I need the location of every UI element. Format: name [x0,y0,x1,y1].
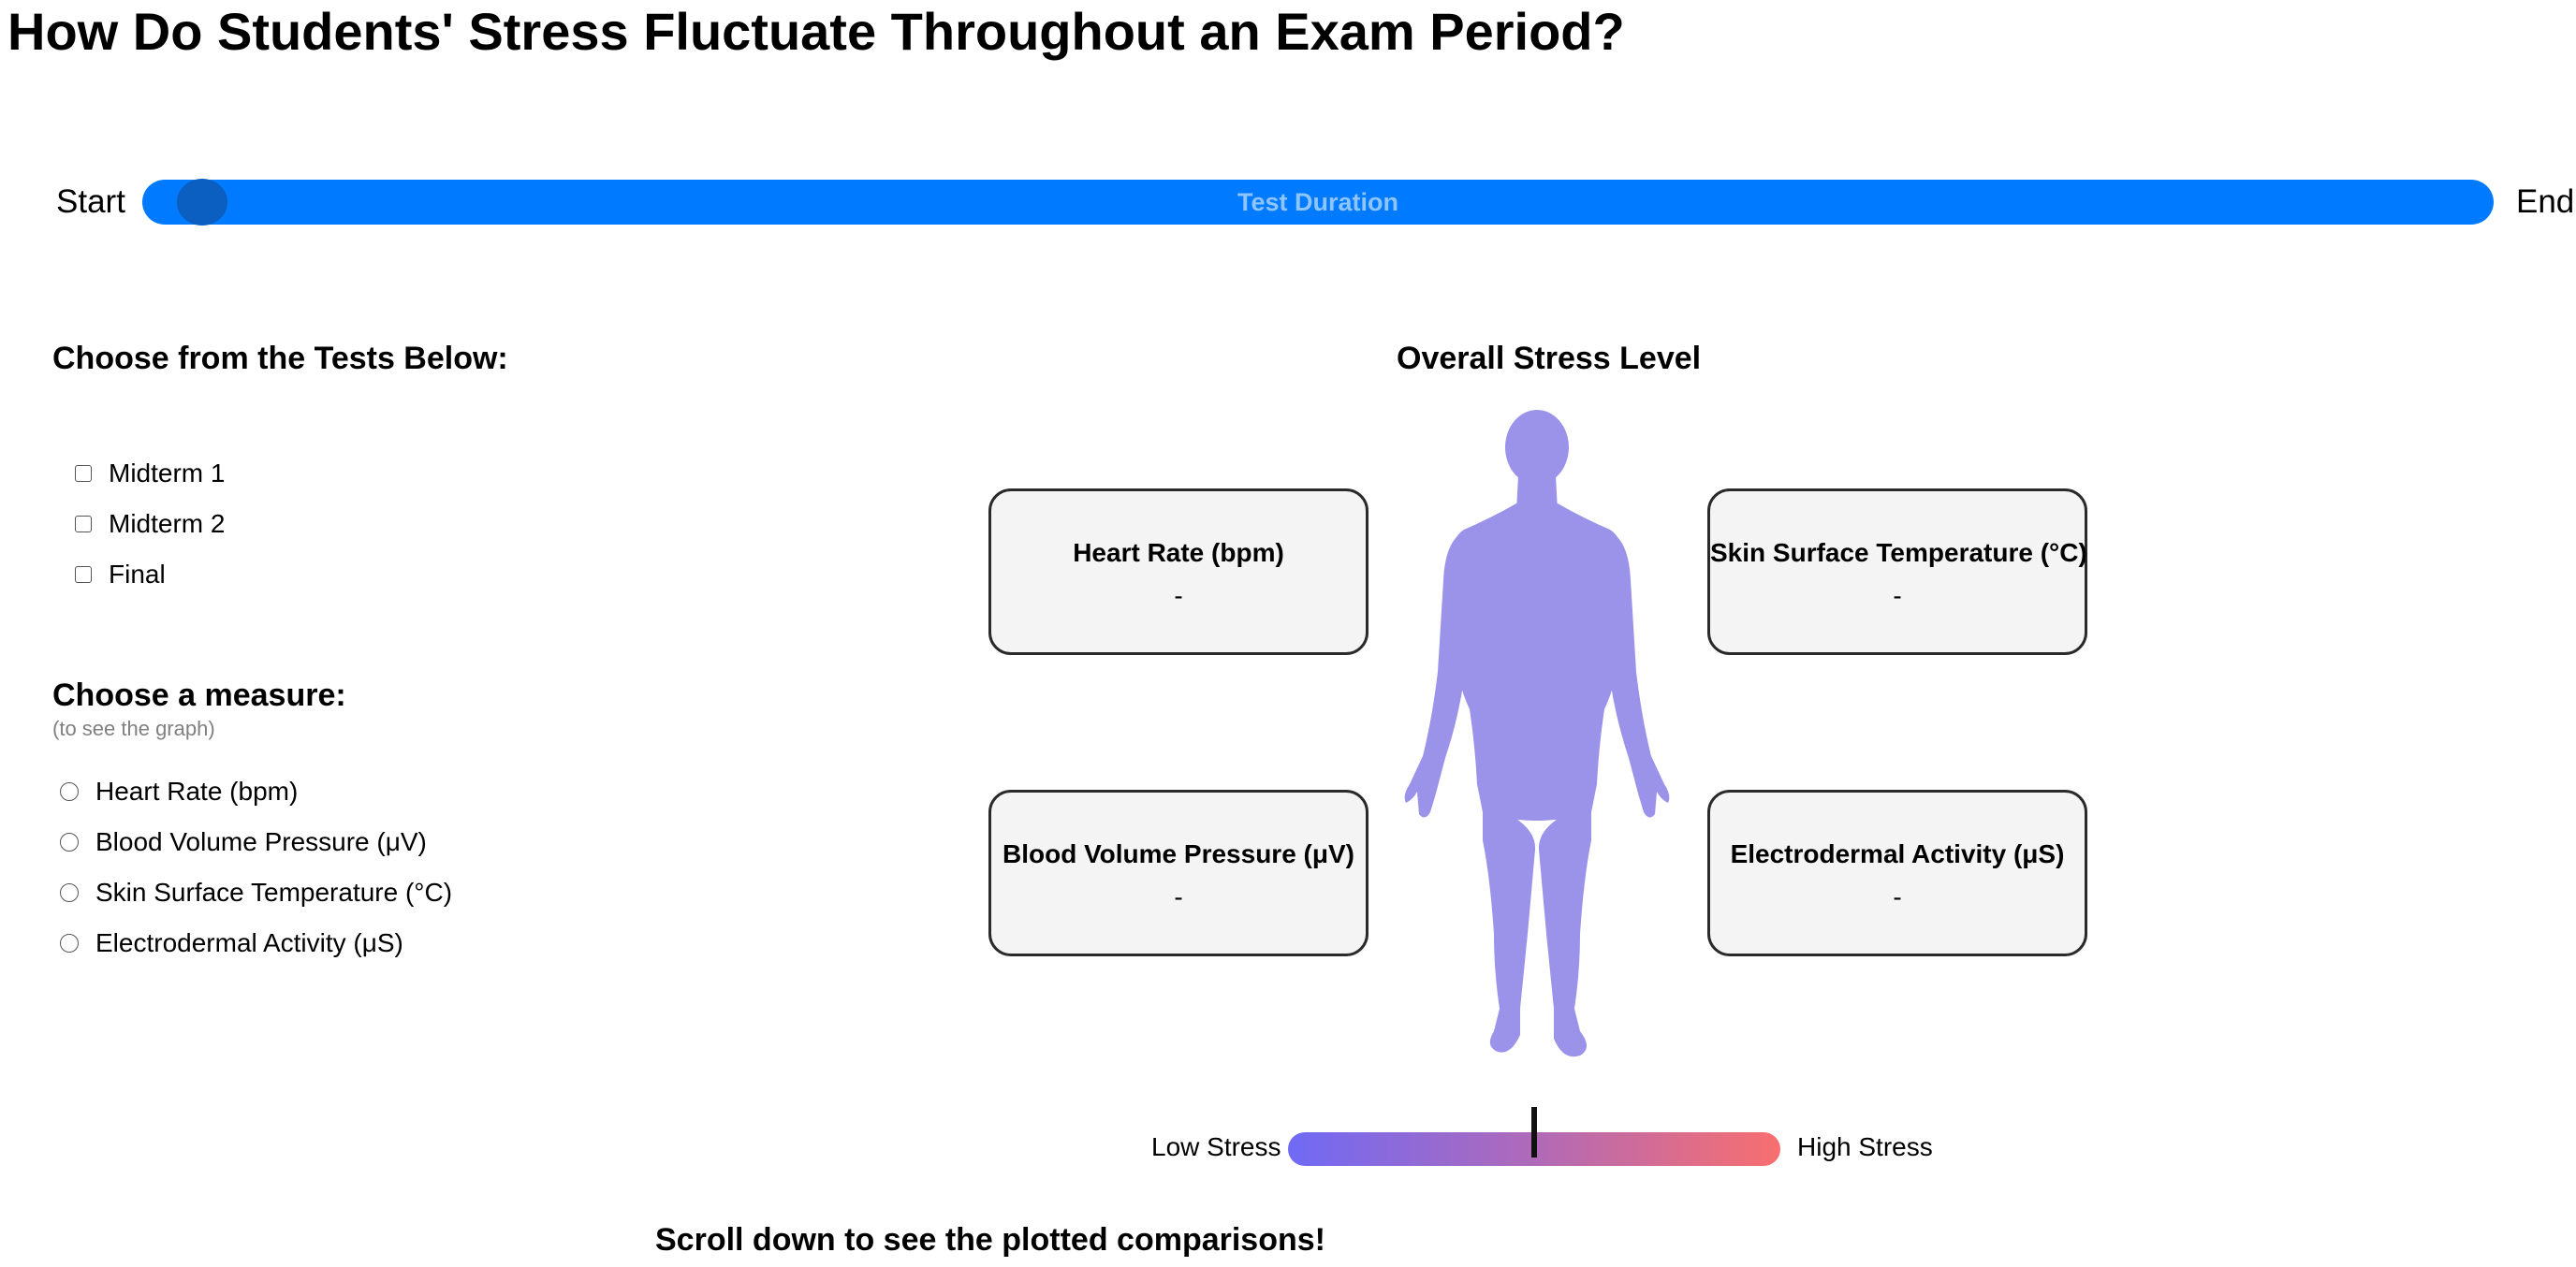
skin-temp-radio[interactable] [60,883,79,902]
midterm-1-checkbox[interactable] [75,465,92,482]
stress-level-marker [1531,1107,1537,1158]
measure-option-bvp[interactable]: Blood Volume Pressure (μV) [60,827,427,857]
high-stress-label: High Stress [1797,1132,1933,1161]
card-value: - [1893,882,1902,911]
final-checkbox[interactable] [75,566,92,583]
measure-heading: Choose a measure: [52,677,346,713]
test-option-label: Midterm 1 [109,459,226,488]
test-option-midterm-2[interactable]: Midterm 2 [75,509,225,539]
bvp-card: Blood Volume Pressure (μV) - [988,790,1368,956]
test-option-label: Final [109,560,166,589]
stress-level-title: Overall Stress Level [1397,341,1702,376]
heart-rate-radio[interactable] [60,782,79,801]
page-title: How Do Students' Stress Fluctuate Throug… [7,2,1625,61]
card-value: - [1893,581,1902,610]
measure-option-label: Blood Volume Pressure (μV) [95,827,427,856]
card-value: - [1174,581,1183,610]
timeline-slider-thumb[interactable] [176,179,227,226]
timeline-start-label: Start [56,183,125,220]
scroll-hint: Scroll down to see the plotted compariso… [655,1222,1325,1258]
timeline-track-label: Test Duration [1237,188,1398,216]
card-title: Heart Rate (bpm) [1073,538,1284,567]
measure-option-skin-temp[interactable]: Skin Surface Temperature (°C) [60,878,452,908]
midterm-2-checkbox[interactable] [75,516,92,532]
bvp-radio[interactable] [60,833,79,852]
tests-heading: Choose from the Tests Below: [52,341,508,376]
card-title: Skin Surface Temperature (°C) [1710,538,2087,567]
timeline-end-label: End [2516,183,2575,220]
measure-option-eda[interactable]: Electrodermal Activity (μS) [60,928,403,958]
measure-option-label: Heart Rate (bpm) [95,777,299,806]
timeline-slider-track[interactable] [142,180,2494,225]
skin-temp-card: Skin Surface Temperature (°C) - [1707,488,2087,655]
test-option-final[interactable]: Final [75,560,166,590]
measure-option-label: Skin Surface Temperature (°C) [95,878,453,907]
card-value: - [1174,882,1183,911]
test-option-midterm-1[interactable]: Midterm 1 [75,459,225,488]
eda-card: Electrodermal Activity (μS) - [1707,790,2087,956]
card-title: Blood Volume Pressure (μV) [1002,839,1355,868]
measure-option-label: Electrodermal Activity (μS) [95,928,403,957]
eda-radio[interactable] [60,934,79,953]
heart-rate-card: Heart Rate (bpm) - [988,488,1368,655]
card-title: Electrodermal Activity (μS) [1730,839,2065,868]
measure-option-heart-rate[interactable]: Heart Rate (bpm) [60,777,298,807]
low-stress-label: Low Stress [1151,1132,1281,1161]
measure-subheading: (to see the graph) [52,717,215,740]
test-option-label: Midterm 2 [109,509,226,538]
human-body-icon [1404,410,1670,1057]
